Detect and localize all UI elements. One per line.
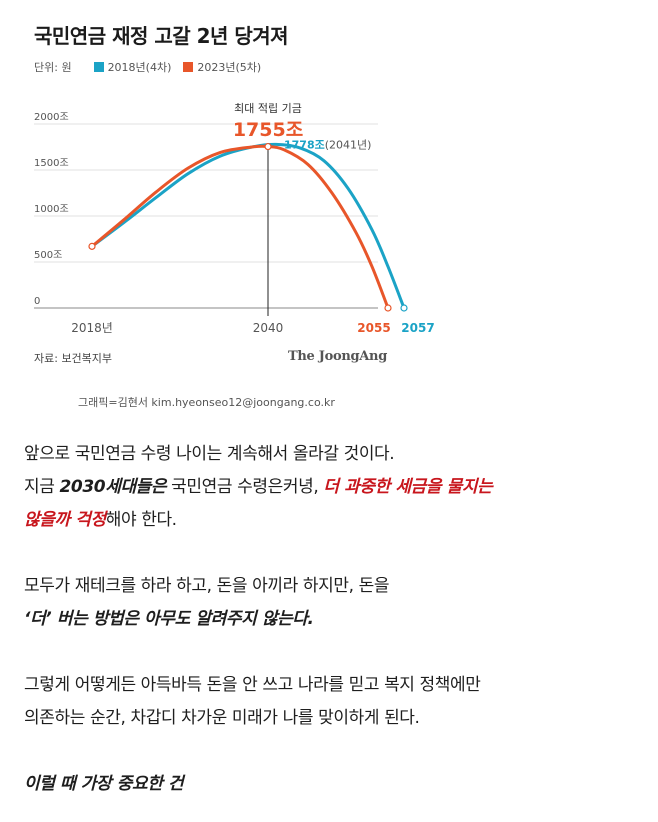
p2-emphasis-generation: 2030세대들은 — [59, 477, 167, 497]
chart-legend: 단위: 원 2018년(4차) 2023년(5차) — [34, 59, 273, 75]
series-line-2018 — [90, 142, 406, 310]
depletion-point — [400, 304, 408, 312]
peak-2018-value: 1778조 — [284, 138, 325, 151]
peak-value: 1755조 — [233, 119, 303, 141]
article-paragraph-3-emphasis: ‘더’ 버는 방법은 아무도 알려주지 않는다. — [24, 609, 314, 629]
x-axis-labels: 2018년 2040 2055 2057 — [71, 321, 435, 335]
y-axis-labels: 0 500조 1000조 1500조 2000조 — [34, 112, 69, 307]
chart-title: 국민연금 재정 고갈 2년 당겨져 — [34, 24, 289, 48]
y-tick-label: 0 — [34, 296, 40, 307]
x-tick-label: 2057 — [401, 321, 434, 335]
article-body: 앞으로 국민연금 수령 나이는 계속해서 올라갈 것이다. 지금 2030세대들… — [24, 438, 644, 801]
article-paragraph-2: 지금 2030세대들은 국민연금 수령은커녕, 더 과중한 세금을 물지는 — [24, 471, 644, 504]
chart-source: 자료: 보건복지부 — [34, 352, 113, 365]
legend-label-2023: 2023년(5차) — [197, 61, 262, 74]
line-chart: 0 500조 1000조 1500조 2000조 최대 적립 기금 1755조 1778… — [34, 102, 435, 335]
legend-swatch-2018 — [93, 62, 104, 72]
peak-2018-year: (2041년) — [325, 138, 372, 151]
start-point — [88, 242, 96, 250]
y-tick-label: 500조 — [34, 250, 62, 261]
chart-grid — [34, 123, 378, 309]
peak-label: 최대 적립 기금 — [234, 102, 302, 115]
p2-text-a: 지금 — [24, 477, 60, 497]
y-tick-label: 1500조 — [34, 158, 69, 169]
legend-swatch-2023 — [183, 62, 194, 72]
p2-text-c: 국민연금 수령은커녕, — [166, 477, 324, 497]
x-tick-label: 2055 — [357, 321, 390, 335]
article-paragraph-2-cont: 않을까 걱정해야 한다. — [24, 504, 644, 537]
y-tick-label: 2000조 — [34, 112, 69, 123]
unit-label: 단위: 원 — [34, 61, 72, 74]
legend-item-2023: 2023년(5차) — [183, 59, 261, 75]
x-tick-label: 2018년 — [71, 321, 113, 335]
graphic-credit: 그래픽=김현서 kim.hyeonseo12@joongang.co.kr — [78, 396, 335, 409]
p2-text-f: 해야 한다. — [105, 510, 177, 530]
peak-point-2023 — [264, 142, 272, 151]
article-paragraph-3: 모두가 재테크를 하라 하고, 돈을 아끼라 하지만, 돈을 — [24, 576, 390, 596]
article-closing-line: 이럴 때 가장 중요한 건 — [24, 774, 184, 794]
article-paragraph-4: 그렇게 어떻게든 아득바득 돈을 안 쓰고 나라를 믿고 복지 정책에만 — [24, 675, 481, 695]
legend-item-2018: 2018년(4차) — [93, 59, 172, 75]
article-paragraph-1: 앞으로 국민연금 수령 나이는 계속해서 올라갈 것이다. — [24, 444, 395, 464]
legend-label-2018: 2018년(4차) — [107, 61, 172, 74]
peak-2018-label: 1778조(2041년) — [284, 138, 371, 151]
publisher-logo: The JoongAng — [288, 349, 387, 364]
p2-emphasis-worry: 않을까 걱정 — [24, 510, 106, 530]
depletion-point — [384, 304, 392, 312]
y-tick-label: 1000조 — [34, 204, 69, 215]
x-tick-label: 2040 — [253, 321, 284, 335]
article-paragraph-4-cont: 의존하는 순간, 차갑디 차가운 미래가 나를 맞이하게 된다. — [24, 708, 420, 728]
chart-series — [88, 142, 408, 312]
p2-emphasis-tax: 더 과중한 세금을 물지는 — [323, 477, 493, 497]
